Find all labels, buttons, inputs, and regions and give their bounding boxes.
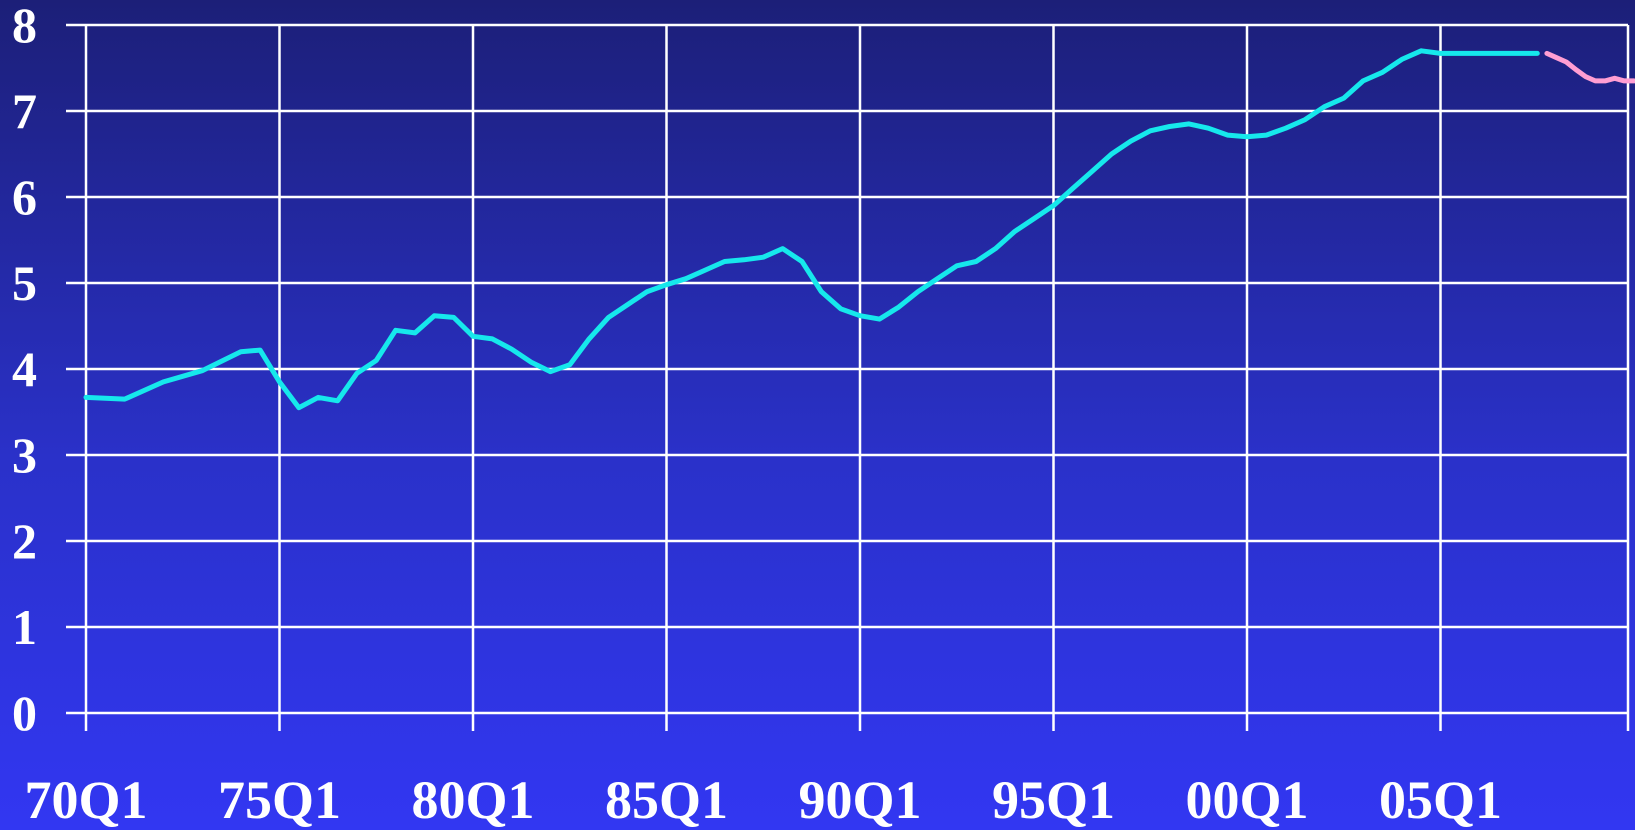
series-lines	[83, 48, 1635, 411]
historical-series-line	[83, 48, 1540, 411]
x-tick-label: 80Q1	[411, 770, 534, 830]
y-tick-label: 6	[12, 169, 37, 225]
forecast-series-line	[1544, 50, 1635, 84]
x-axis-ticks: 70Q1 75Q1 80Q1 85Q1 90Q1 95Q1 00Q1 05Q1	[24, 770, 1502, 830]
y-tick-label: 1	[12, 599, 37, 655]
y-tick-label: 8	[12, 0, 37, 53]
y-tick-label: 2	[12, 513, 37, 569]
x-tick-label: 75Q1	[218, 770, 341, 830]
x-tick-label: 70Q1	[24, 770, 147, 830]
y-tick-label: 5	[12, 255, 37, 311]
x-tick-label: 90Q1	[798, 770, 921, 830]
x-tick-label: 85Q1	[605, 770, 728, 830]
x-tick-label: 05Q1	[1379, 770, 1502, 830]
x-tick-label: 95Q1	[992, 770, 1115, 830]
x-tick-label: 00Q1	[1185, 770, 1308, 830]
y-axis-ticks: 0 1 2 3 4 5 6 7 8	[12, 0, 37, 741]
y-tick-label: 0	[12, 685, 37, 741]
y-tick-label: 3	[12, 427, 37, 483]
y-tick-label: 4	[12, 341, 37, 397]
grid-lines	[66, 23, 1630, 731]
y-tick-label: 7	[12, 83, 37, 139]
